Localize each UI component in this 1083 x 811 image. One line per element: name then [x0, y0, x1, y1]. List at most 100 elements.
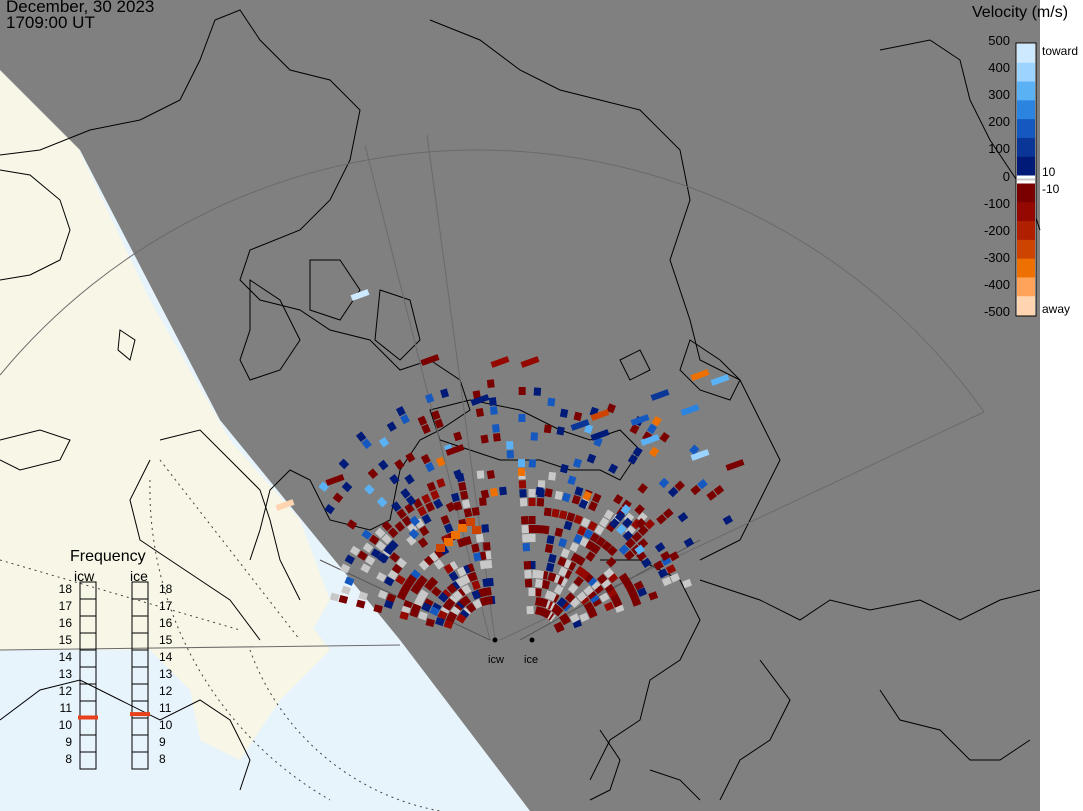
colorbar-band — [1017, 119, 1035, 139]
echo-cell — [458, 609, 470, 620]
frequency-level-label: 18 — [159, 582, 173, 596]
frequency-cell — [79, 751, 97, 770]
colorbar-band — [1017, 258, 1035, 278]
toward-label: toward — [1042, 44, 1079, 58]
echo-cell — [544, 488, 553, 498]
echo-cell — [622, 530, 634, 542]
echo-cell — [533, 387, 542, 396]
echo-cell — [644, 519, 655, 530]
echo-cell — [401, 515, 413, 527]
echo-cell — [476, 470, 485, 479]
echo-cell — [528, 561, 536, 569]
echo-cell — [426, 481, 437, 492]
echo-cell — [404, 474, 415, 485]
echo-cell — [409, 515, 420, 527]
echo-cell — [547, 572, 557, 582]
echo-cell — [556, 597, 568, 608]
echo-cell — [394, 459, 405, 470]
echo-cell — [433, 498, 444, 509]
echo-cell — [400, 413, 410, 425]
echo-cell — [558, 510, 568, 520]
echo-cell — [440, 514, 451, 525]
echo-cell — [536, 498, 545, 507]
echo-cell — [456, 613, 467, 624]
echo-cell — [556, 426, 565, 436]
echo-cell — [553, 621, 564, 632]
colorbar-band — [1017, 81, 1035, 101]
echo-streak — [590, 409, 610, 421]
echo-cell — [551, 508, 560, 518]
echo-cell — [519, 489, 527, 498]
echo-cell — [408, 528, 420, 540]
echo-cell — [618, 544, 630, 555]
echo-cell — [466, 518, 475, 526]
echo-cell — [528, 588, 536, 596]
echo-cell — [674, 480, 686, 492]
echo-streak — [590, 429, 610, 441]
echo-cell — [579, 568, 590, 580]
lat-lon-grid-dotted — [0, 459, 441, 811]
echo-cell — [386, 593, 397, 603]
echo-cell — [453, 501, 463, 511]
echo-streak — [680, 404, 700, 416]
echo-cell — [418, 559, 430, 571]
echo-cell — [451, 531, 460, 539]
echo-cell — [361, 438, 372, 450]
echo-cell — [593, 583, 604, 595]
echo-cell — [443, 563, 454, 574]
echo-cell — [620, 504, 631, 515]
echo-cell — [421, 513, 432, 525]
echo-cell — [378, 553, 389, 564]
echo-cell — [437, 592, 449, 603]
echo-cell — [534, 597, 544, 607]
echo-cell — [677, 512, 689, 523]
echo-cell — [506, 441, 514, 450]
frequency-marker — [78, 715, 98, 720]
echo-streak — [690, 449, 710, 461]
echo-cell — [595, 536, 606, 547]
echo-cell — [349, 545, 361, 556]
echo-cell — [667, 486, 679, 498]
echo-cell — [387, 527, 399, 538]
colorbar-band — [1017, 183, 1035, 203]
echo-cell — [637, 525, 649, 536]
echo-cell — [444, 538, 453, 546]
echo-cell — [362, 542, 374, 553]
echo-cell — [451, 492, 460, 503]
echo-cell — [575, 555, 586, 566]
echo-cell — [400, 488, 411, 499]
echo-cell — [689, 444, 700, 456]
echo-cell — [375, 540, 387, 552]
echo-cell — [522, 542, 531, 552]
echo-cell — [417, 537, 429, 549]
echo-cell — [324, 504, 335, 515]
echo-cell — [583, 601, 595, 612]
echo-cell — [586, 575, 598, 587]
echo-cell — [458, 481, 467, 492]
echo-cell — [573, 533, 583, 545]
echo-cell — [338, 594, 349, 604]
echo-cell — [585, 551, 596, 562]
echo-cell — [533, 587, 542, 597]
velocity-tick-label: 0 — [1002, 168, 1010, 184]
echo-cell — [518, 386, 526, 396]
echo-cell — [391, 501, 402, 512]
radar-echoes — [275, 289, 745, 633]
echo-cell — [564, 592, 576, 603]
echo-cell — [590, 543, 601, 555]
echo-cell — [475, 407, 485, 418]
frequency-level-label: 8 — [159, 752, 166, 766]
echo-cell — [338, 458, 350, 470]
echo-cell — [472, 526, 481, 534]
echo-cell — [489, 406, 498, 415]
echo-cell — [459, 490, 469, 500]
echo-cell — [713, 484, 725, 496]
echo-cell — [431, 410, 441, 421]
echo-cell — [443, 523, 454, 534]
right-margin — [1040, 0, 1083, 811]
echo-cell — [607, 545, 618, 557]
echo-cell — [537, 480, 546, 489]
echo-cell — [440, 589, 452, 600]
echo-cell — [651, 415, 662, 427]
site-label-ice: ice — [524, 654, 539, 666]
